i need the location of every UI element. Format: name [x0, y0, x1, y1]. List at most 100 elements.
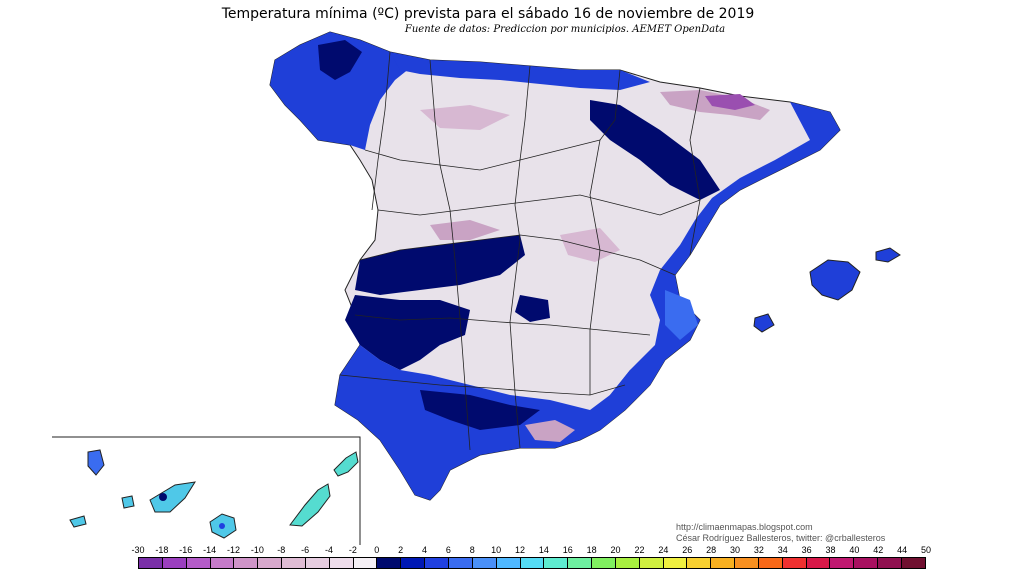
lanzarote — [333, 451, 359, 477]
legend-swatch — [139, 558, 163, 568]
el-hierro — [69, 515, 87, 528]
legend-label: 4 — [422, 545, 428, 555]
duero-cold — [420, 105, 510, 130]
valencia-light — [665, 290, 698, 340]
credit-blog: http://climaenmapas.blogspot.com — [676, 522, 813, 532]
legend-swatch — [448, 558, 473, 568]
cantabric-warm — [390, 52, 650, 90]
legend-swatch — [878, 558, 902, 568]
legend-label: 38 — [825, 545, 836, 555]
legend-label: -12 — [226, 545, 241, 555]
iberico-cold — [560, 228, 620, 262]
gran-canaria-center — [219, 523, 225, 529]
legend-swatch — [758, 558, 783, 568]
legend-swatch — [830, 558, 855, 568]
legend-swatch — [615, 558, 640, 568]
legend-swatch — [472, 558, 497, 568]
legend-label: 44 — [897, 545, 908, 555]
mallorca — [809, 259, 861, 301]
tenerife — [149, 481, 196, 513]
la-palma — [87, 449, 105, 476]
islas-baleares — [753, 247, 901, 333]
legend-swatch — [258, 558, 283, 568]
galicia-warm — [270, 32, 410, 150]
pyrenees-peak — [705, 94, 755, 110]
legend-label: 20 — [610, 545, 621, 555]
legend-swatch — [639, 558, 664, 568]
legend-label: 18 — [586, 545, 597, 555]
legend-label: 12 — [515, 545, 526, 555]
sierra-nevada-cold — [525, 420, 575, 442]
legend-labels: -30 -18 -16 -14 -12 -10 -8 -6 -4 -2 0 2 4 6 8 10 12 14 16 1… — [0, 545, 1024, 557]
legend-swatch — [520, 558, 545, 568]
legend-swatch — [210, 558, 235, 568]
map-title: Temperatura mínima (ºC) prevista para el… — [221, 6, 755, 22]
legend-label: -16 — [179, 545, 193, 555]
legend-swatch — [162, 558, 187, 568]
legend-label: 24 — [658, 545, 669, 555]
legend-swatch — [782, 558, 807, 568]
islas-canarias — [69, 449, 359, 539]
legend-swatch — [234, 558, 259, 568]
peninsula-iberica — [269, 31, 841, 501]
legend-label: -2 — [348, 545, 357, 555]
legend-label: 30 — [729, 545, 740, 555]
legend-swatch — [282, 558, 306, 568]
legend-swatch — [305, 558, 330, 568]
legend-label: 8 — [469, 545, 475, 555]
legend-label: -6 — [301, 545, 310, 555]
legend-swatch — [496, 558, 521, 568]
guadiana-warm — [515, 295, 550, 322]
fuerteventura — [289, 483, 331, 527]
legend-swatch — [687, 558, 712, 568]
legend-swatch — [711, 558, 736, 568]
menorca — [875, 247, 901, 263]
teide-peak — [159, 493, 167, 501]
legend-label: 42 — [873, 545, 884, 555]
data-source: Fuente de datos: Prediccion por municipi… — [404, 24, 726, 35]
tajo-warm — [355, 235, 525, 295]
legend-label: 32 — [753, 545, 764, 555]
legend-label: -14 — [203, 545, 217, 555]
sistema-central-cold — [430, 220, 500, 240]
legend-swatch — [902, 558, 925, 568]
legend-label: -4 — [325, 545, 334, 555]
mediterranean-warm — [590, 102, 840, 430]
legend-label: 36 — [801, 545, 812, 555]
legend-label: -30 — [131, 545, 145, 555]
credit-author: César Rodríguez Ballesteros, twitter: @c… — [676, 533, 886, 543]
legend-swatch — [568, 558, 593, 568]
legend-swatch — [186, 558, 211, 568]
legend-swatch — [854, 558, 879, 568]
legend-label: 2 — [398, 545, 404, 555]
legend-label: 10 — [491, 545, 502, 555]
legend-label: 34 — [777, 545, 788, 555]
legend-swatch — [353, 558, 378, 568]
legend-label: 50 — [920, 545, 932, 555]
legend-swatch — [735, 558, 759, 568]
la-gomera — [121, 495, 135, 509]
province-borders — [339, 51, 701, 451]
legend-label: 16 — [562, 545, 573, 555]
legend-swatch — [329, 558, 354, 568]
legend-swatch — [663, 558, 688, 568]
galicia-dark — [318, 40, 362, 80]
legend-swatch — [401, 558, 426, 568]
canary-inset-frame — [52, 436, 361, 545]
andalusia-dark — [420, 390, 540, 430]
legend-label: 6 — [445, 545, 451, 555]
ebro-valley-warm — [590, 100, 720, 200]
legend-swatch — [425, 558, 449, 568]
legend-swatch — [544, 558, 569, 568]
legend-swatch — [592, 558, 616, 568]
legend-label: 22 — [634, 545, 645, 555]
legend-label: -18 — [155, 545, 169, 555]
extremadura-warm — [345, 295, 470, 370]
legend-label: -10 — [250, 545, 264, 555]
legend-label: -8 — [277, 545, 286, 555]
legend-label: 26 — [682, 545, 693, 555]
ibiza — [753, 313, 775, 333]
legend-swatch — [806, 558, 831, 568]
legend-label: 40 — [849, 545, 860, 555]
